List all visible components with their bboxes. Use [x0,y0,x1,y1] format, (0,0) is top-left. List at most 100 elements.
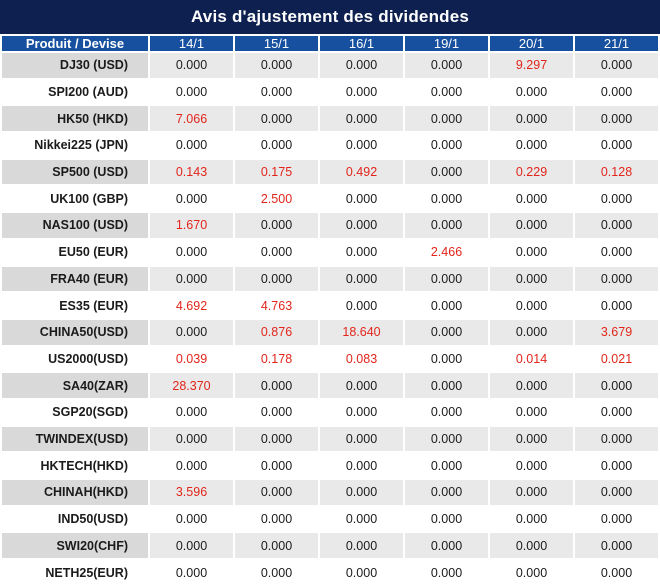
product-cell: EU50 (EUR) [2,239,148,265]
value-cell: 0.000 [575,533,658,559]
table-row: SWI20(CHF) 0.000 0.000 0.000 0.000 0.000 0.000 [2,533,658,559]
value-cell: 0.000 [235,79,318,105]
value-cell: 0.229 [490,159,573,185]
value-cell: 0.000 [405,266,488,292]
product-cell: UK100 (GBP) [2,186,148,212]
value-cell: 0.000 [405,346,488,372]
value-cell: 0.000 [150,186,233,212]
column-header-date: 15/1 [235,36,318,51]
product-cell: SWI20(CHF) [2,533,148,559]
value-cell: 0.000 [235,480,318,505]
table-row: SPI200 (AUD) 0.000 0.000 0.000 0.000 0.000 0.0… [2,79,658,105]
column-header-date: 14/1 [150,36,233,51]
value-cell: 0.000 [150,319,233,345]
product-cell: SA40(ZAR) [2,373,148,398]
value-cell: 0.000 [235,373,318,398]
product-cell: Nikkei225 (JPN) [2,133,148,158]
table-row: Nikkei225 (JPN) 0.000 0.000 0.000 0.000 0.000… [2,133,658,158]
value-cell: 0.083 [320,346,403,372]
value-cell: 0.000 [575,266,658,292]
value-cell: 0.000 [575,293,658,318]
value-cell: 0.000 [235,399,318,425]
value-cell: 0.000 [490,506,573,532]
value-cell: 0.000 [320,426,403,452]
product-cell: TWINDEX(USD) [2,426,148,452]
table-row: NAS100 (USD) 1.670 0.000 0.000 0.000 0.000 0.0… [2,213,658,238]
value-cell: 0.000 [150,239,233,265]
value-cell: 2.466 [405,239,488,265]
table-row: HK50 (HKD) 7.066 0.000 0.000 0.000 0.000 0.000 [2,106,658,132]
value-cell: 0.000 [320,373,403,398]
product-cell: NAS100 (USD) [2,213,148,238]
value-cell: 0.000 [575,53,658,78]
value-cell: 0.000 [320,239,403,265]
value-cell: 0.000 [575,186,658,212]
value-cell: 0.000 [405,506,488,532]
table-row: CHINAH(HKD) 3.596 0.000 0.000 0.000 0.000 0.00… [2,480,658,505]
value-cell: 0.143 [150,159,233,185]
value-cell: 0.000 [405,480,488,505]
value-cell: 4.692 [150,293,233,318]
value-cell: 0.000 [490,186,573,212]
table-row: CHINA50(USD) 0.000 0.876 18.640 0.000 0.000 3.… [2,319,658,345]
value-cell: 0.000 [490,560,573,585]
product-cell: SGP20(SGD) [2,399,148,425]
value-cell: 0.492 [320,159,403,185]
value-cell: 0.000 [235,239,318,265]
value-cell: 0.175 [235,159,318,185]
table-row: US2000(USD) 0.039 0.178 0.083 0.000 0.014 0.02… [2,346,658,372]
value-cell: 2.500 [235,186,318,212]
value-cell: 0.000 [490,266,573,292]
value-cell: 0.000 [320,53,403,78]
value-cell: 0.000 [320,133,403,158]
table-row: EU50 (EUR) 0.000 0.000 0.000 2.466 0.000 0.000 [2,239,658,265]
value-cell: 0.000 [235,426,318,452]
value-cell: 4.763 [235,293,318,318]
value-cell: 0.000 [235,560,318,585]
value-cell: 0.000 [235,533,318,559]
value-cell: 0.000 [150,266,233,292]
value-cell: 0.000 [320,266,403,292]
table-row: HKTECH(HKD) 0.000 0.000 0.000 0.000 0.000 0.00… [2,453,658,478]
value-cell: 0.000 [575,480,658,505]
value-cell: 0.039 [150,346,233,372]
value-cell: 0.000 [150,506,233,532]
product-cell: ES35 (EUR) [2,293,148,318]
value-cell: 0.000 [490,239,573,265]
value-cell: 0.000 [490,213,573,238]
value-cell: 0.000 [405,453,488,478]
table-row: SA40(ZAR) 28.370 0.000 0.000 0.000 0.000 0.000 [2,373,658,398]
value-cell: 0.000 [150,79,233,105]
value-cell: 0.000 [150,399,233,425]
product-cell: SPI200 (AUD) [2,79,148,105]
table-row: TWINDEX(USD) 0.000 0.000 0.000 0.000 0.000 0.0… [2,426,658,452]
product-cell: HK50 (HKD) [2,106,148,132]
value-cell: 0.000 [405,426,488,452]
value-cell: 3.679 [575,319,658,345]
product-cell: FRA40 (EUR) [2,266,148,292]
value-cell: 0.000 [235,213,318,238]
table-row: SGP20(SGD) 0.000 0.000 0.000 0.000 0.000 0.000 [2,399,658,425]
value-cell: 0.000 [405,319,488,345]
column-header-date: 19/1 [405,36,488,51]
column-header-product: Produit / Devise [2,36,148,51]
value-cell: 18.640 [320,319,403,345]
table-row: UK100 (GBP) 0.000 2.500 0.000 0.000 0.000 0.00… [2,186,658,212]
column-header-date: 21/1 [575,36,658,51]
value-cell: 0.000 [150,533,233,559]
value-cell: 0.000 [320,480,403,505]
value-cell: 0.000 [490,426,573,452]
value-cell: 0.000 [490,319,573,345]
table-body: DJ30 (USD) 0.000 0.000 0.000 0.000 9.297 0.000… [2,53,658,585]
product-cell: SP500 (USD) [2,159,148,185]
value-cell: 0.000 [150,53,233,78]
value-cell: 0.000 [490,399,573,425]
header-row: Produit / Devise 14/1 15/1 16/1 19/1 20/1 21/… [2,36,658,51]
value-cell: 0.000 [235,266,318,292]
value-cell: 0.000 [320,533,403,559]
value-cell: 0.000 [320,560,403,585]
value-cell: 0.000 [150,453,233,478]
value-cell: 0.000 [320,106,403,132]
value-cell: 0.000 [320,399,403,425]
value-cell: 0.000 [405,186,488,212]
